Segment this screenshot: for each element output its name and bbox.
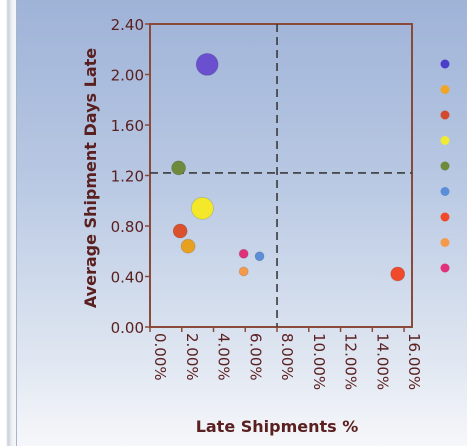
data-point — [190, 196, 214, 220]
legend-marker — [440, 85, 450, 94]
legend-marker — [440, 136, 450, 145]
data-point — [390, 266, 406, 282]
data-point — [238, 248, 249, 259]
plot-area — [149, 23, 413, 328]
legend-marker — [440, 212, 450, 222]
data-point — [180, 238, 196, 254]
chart-panel — [16, 0, 467, 446]
x-tick-label: 8.00% — [278, 333, 296, 381]
x-tick-label: 14.00% — [373, 333, 391, 390]
x-tick-label: 4.00% — [215, 333, 233, 381]
data-point — [172, 223, 188, 239]
legend-marker — [440, 59, 450, 69]
x-tick-label: 6.00% — [246, 333, 264, 381]
x-tick-label: 12.00% — [342, 333, 360, 390]
y-tick-label: 0.80 — [111, 218, 144, 236]
left-window-edge — [0, 0, 16, 446]
legend-marker — [440, 263, 450, 273]
y-tick-label: 1.20 — [111, 168, 144, 186]
legend-marker — [440, 161, 450, 171]
legend-marker — [440, 187, 450, 196]
y-tick-label: 0.40 — [111, 269, 144, 287]
x-axis-label: Late Shipments % — [196, 417, 359, 436]
x-tick-label: 2.00% — [183, 333, 201, 381]
y-tick-label: 1.60 — [111, 117, 144, 135]
data-point — [238, 266, 249, 277]
data-point — [254, 251, 265, 262]
legend-marker — [440, 110, 450, 120]
data-point — [195, 53, 219, 76]
x-tick-label: 16.00% — [405, 333, 423, 390]
data-point — [171, 160, 186, 176]
y-tick-label: 2.00 — [111, 67, 144, 85]
y-tick-label: 2.40 — [111, 16, 144, 34]
y-axis-label: Average Shipment Days Late — [81, 48, 100, 308]
legend-marker — [440, 238, 450, 247]
x-tick-label: 10.00% — [310, 333, 328, 390]
y-tick-label: 0.00 — [111, 319, 144, 337]
x-tick-label: 0.00% — [151, 333, 169, 381]
